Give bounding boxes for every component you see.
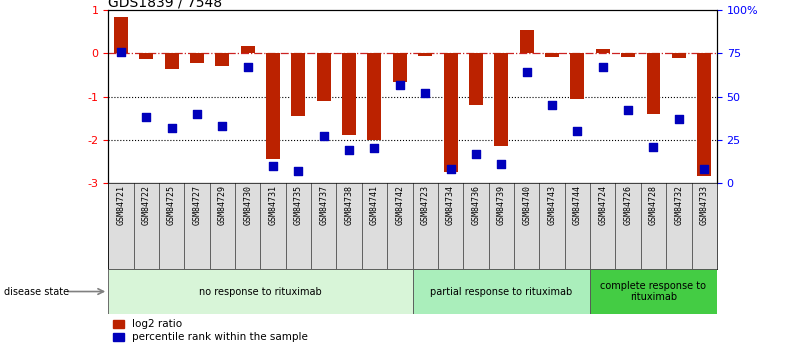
Text: GSM84737: GSM84737 [320,186,328,225]
Point [216,123,229,129]
Bar [392,53,407,81]
Text: GSM84721: GSM84721 [116,186,125,225]
Point [672,116,685,122]
Point [647,144,660,149]
Text: GSM84741: GSM84741 [370,186,379,225]
Text: GSM84742: GSM84742 [396,186,405,225]
Text: GSM84740: GSM84740 [522,186,531,225]
Bar [164,53,179,69]
Point [469,151,482,156]
Text: GSM84727: GSM84727 [192,186,201,225]
Point [622,108,634,113]
Text: GSM84728: GSM84728 [649,186,658,225]
Text: GSM84730: GSM84730 [244,186,252,225]
Bar [494,53,509,146]
Point [292,168,304,174]
Bar [520,30,533,53]
Bar [316,53,331,101]
Text: no response to rituximab: no response to rituximab [199,287,322,296]
Bar [139,53,153,59]
Text: GSM84739: GSM84739 [497,186,505,225]
Point [368,146,381,151]
Point [267,163,280,168]
Point [139,115,152,120]
Bar [292,53,305,116]
Text: GSM84738: GSM84738 [344,186,353,225]
Text: GSM84722: GSM84722 [142,186,151,225]
Point [444,166,457,172]
Point [698,166,710,172]
Bar [190,53,204,63]
Text: GSM84725: GSM84725 [167,186,176,225]
Text: complete response to
rituximab: complete response to rituximab [601,281,706,302]
Bar [108,269,413,314]
Text: GSM84732: GSM84732 [674,186,683,225]
Point [191,111,203,117]
Bar [590,269,717,314]
Bar [342,53,356,136]
Legend: log2 ratio, percentile rank within the sample: log2 ratio, percentile rank within the s… [114,319,308,342]
Bar [570,53,585,99]
Text: GSM84729: GSM84729 [218,186,227,225]
Bar [621,53,635,57]
Text: GSM84736: GSM84736 [472,186,481,225]
Bar [545,53,559,57]
Text: GSM84735: GSM84735 [294,186,303,225]
Bar [596,49,610,53]
Text: GSM84731: GSM84731 [268,186,277,225]
Point [545,102,558,108]
Bar [413,269,590,314]
Text: GSM84733: GSM84733 [700,186,709,225]
Bar [368,53,381,140]
Bar [697,53,711,176]
Text: GDS1839 / 7548: GDS1839 / 7548 [108,0,222,9]
Point [571,128,584,134]
Point [596,65,609,70]
Bar [469,53,483,105]
Point [115,49,127,55]
Point [419,90,432,96]
Text: GSM84726: GSM84726 [624,186,633,225]
Text: GSM84743: GSM84743 [548,186,557,225]
Text: GSM84744: GSM84744 [573,186,582,225]
Text: GSM84734: GSM84734 [446,186,455,225]
Point [317,134,330,139]
Bar [114,17,128,53]
Bar [646,53,661,114]
Text: partial response to rituximab: partial response to rituximab [430,287,573,296]
Bar [444,53,457,172]
Bar [672,53,686,58]
Bar [215,53,229,66]
Text: GSM84723: GSM84723 [421,186,429,225]
Point [393,82,406,87]
Point [343,147,356,153]
Point [241,65,254,70]
Bar [240,46,255,53]
Bar [266,53,280,159]
Point [165,125,178,130]
Bar [418,53,433,56]
Text: GSM84724: GSM84724 [598,186,607,225]
Text: disease state: disease state [4,287,69,296]
Point [495,161,508,167]
Point [521,70,533,75]
